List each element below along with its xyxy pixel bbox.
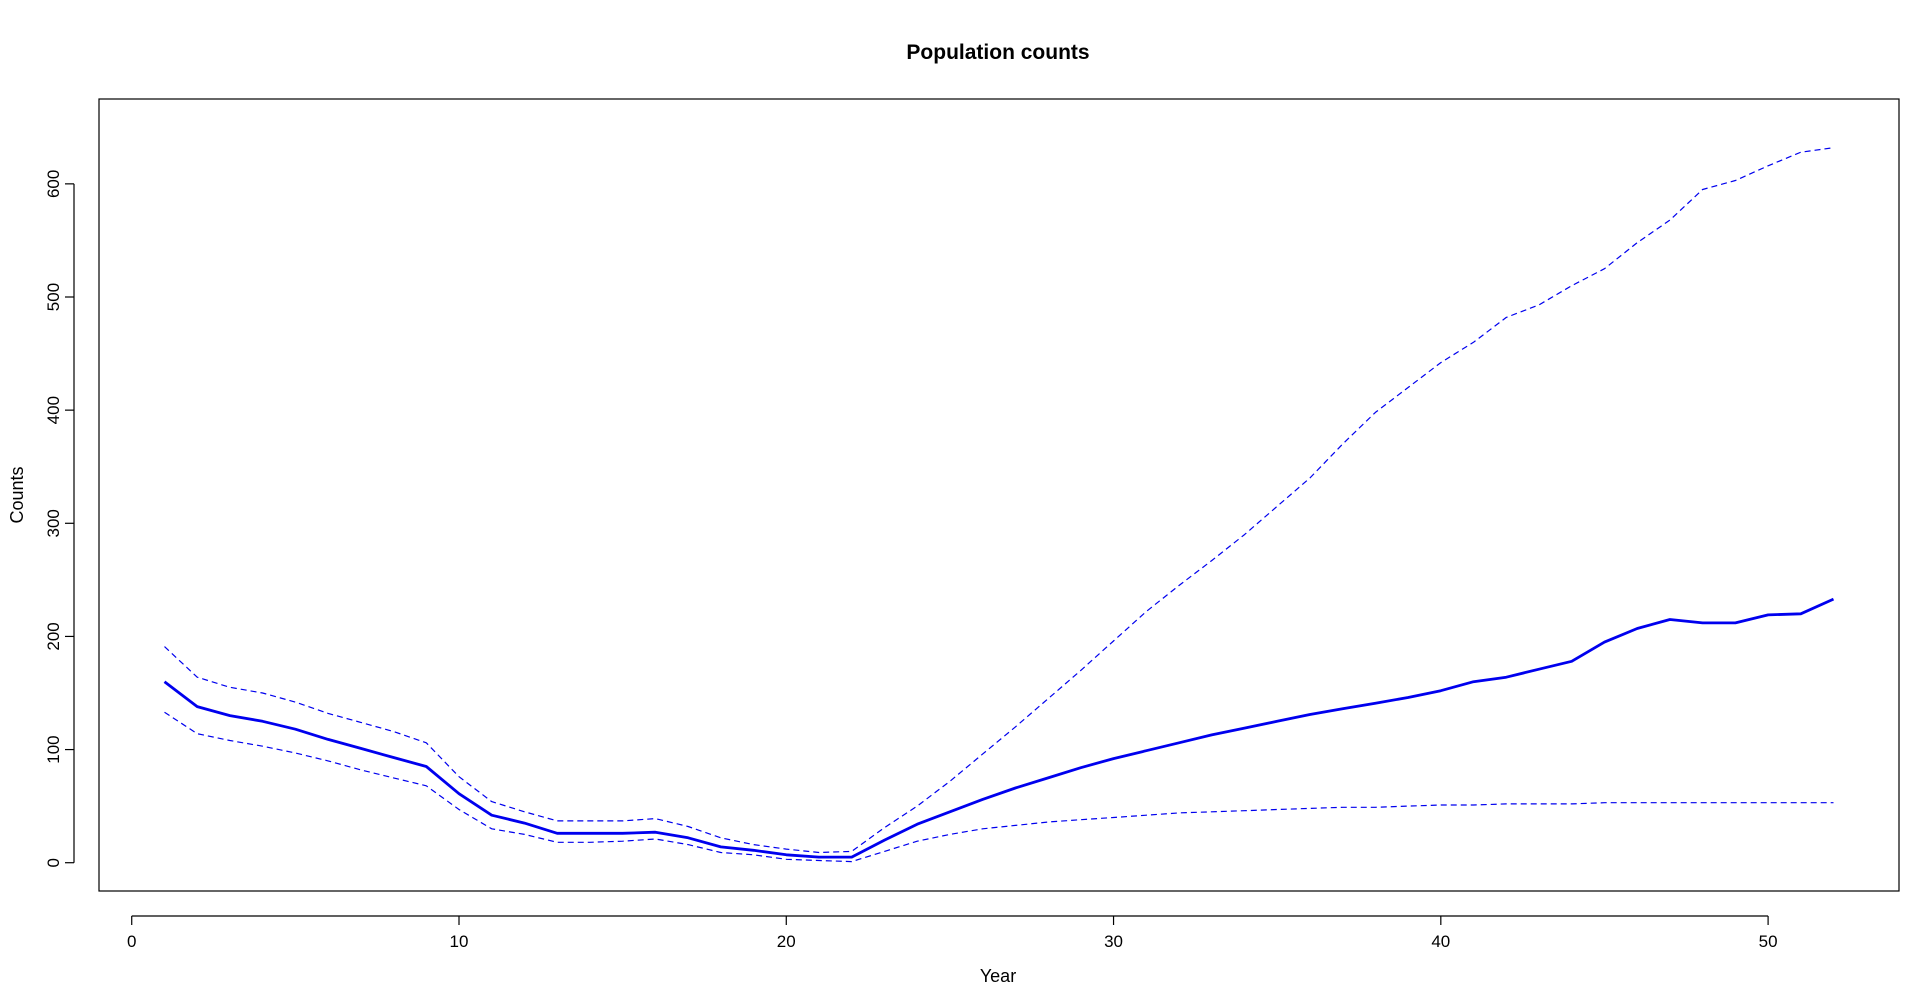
x-tick-label: 20 [777,932,796,951]
y-axis-label: Counts [7,466,27,523]
y-tick-label: 200 [44,622,63,650]
plot-area-frame [98,98,1900,892]
series-line-dashed-1 [164,147,1834,854]
chart-title: Population counts [906,41,1089,64]
x-tick-label: 0 [127,932,136,951]
x-tick-label: 50 [1759,932,1778,951]
x-axis-label: Year [980,966,1016,986]
y-tick-label: 0 [44,858,63,867]
series-layer [163,147,1835,863]
x-tick-label: 40 [1431,932,1450,951]
x-tick-label: 30 [1104,932,1123,951]
y-axis: 0 100 200 300 400 500 600 [44,170,75,867]
y-tick-label: 300 [44,509,63,537]
y-tick-label: 500 [44,283,63,311]
series-line-dashed-2 [164,711,1834,863]
x-axis: 0 10 20 30 40 50 [127,915,1778,951]
y-tick-label: 100 [44,735,63,763]
x-tick-label: 10 [450,932,469,951]
series-line-solid-0 [163,597,1835,859]
y-tick-label: 600 [44,170,63,198]
y-tick-label: 400 [44,396,63,424]
